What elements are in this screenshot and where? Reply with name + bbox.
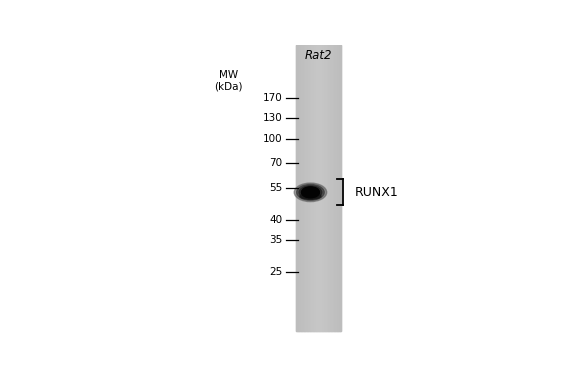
Bar bbox=[296, 45, 341, 331]
Bar bbox=[325, 45, 326, 331]
Text: 130: 130 bbox=[262, 113, 282, 123]
Bar bbox=[296, 45, 297, 331]
Text: 70: 70 bbox=[269, 158, 282, 168]
Bar bbox=[304, 45, 305, 331]
Bar bbox=[322, 45, 323, 331]
Bar bbox=[323, 45, 325, 331]
Bar bbox=[336, 45, 338, 331]
Bar bbox=[313, 45, 314, 331]
Text: 40: 40 bbox=[269, 215, 282, 225]
Bar bbox=[311, 45, 313, 331]
Ellipse shape bbox=[304, 189, 317, 196]
Bar bbox=[318, 45, 320, 331]
Ellipse shape bbox=[301, 187, 320, 197]
Bar bbox=[302, 45, 304, 331]
Bar bbox=[314, 45, 315, 331]
Ellipse shape bbox=[299, 186, 322, 199]
Bar bbox=[299, 45, 300, 331]
Bar bbox=[305, 45, 307, 331]
Bar bbox=[340, 45, 341, 331]
Bar bbox=[320, 45, 322, 331]
Text: 170: 170 bbox=[262, 93, 282, 103]
Text: MW
(kDa): MW (kDa) bbox=[214, 70, 243, 92]
Text: 35: 35 bbox=[269, 235, 282, 245]
Text: Rat2: Rat2 bbox=[305, 49, 332, 62]
Bar bbox=[338, 45, 340, 331]
Bar bbox=[333, 45, 335, 331]
Bar bbox=[335, 45, 336, 331]
Bar bbox=[315, 45, 317, 331]
Bar bbox=[297, 45, 299, 331]
Ellipse shape bbox=[300, 193, 321, 199]
Bar bbox=[317, 45, 318, 331]
Bar bbox=[300, 45, 302, 331]
Bar bbox=[326, 45, 328, 331]
Bar bbox=[307, 45, 308, 331]
Ellipse shape bbox=[301, 187, 320, 198]
Bar bbox=[310, 45, 311, 331]
Bar bbox=[308, 45, 310, 331]
Bar bbox=[329, 45, 331, 331]
Text: 55: 55 bbox=[269, 183, 282, 193]
Ellipse shape bbox=[297, 184, 324, 200]
Bar bbox=[332, 45, 333, 331]
Text: RUNX1: RUNX1 bbox=[354, 186, 399, 199]
Bar bbox=[331, 45, 332, 331]
Bar bbox=[328, 45, 329, 331]
Text: 25: 25 bbox=[269, 267, 282, 277]
Ellipse shape bbox=[294, 183, 327, 201]
Text: 100: 100 bbox=[263, 134, 282, 144]
